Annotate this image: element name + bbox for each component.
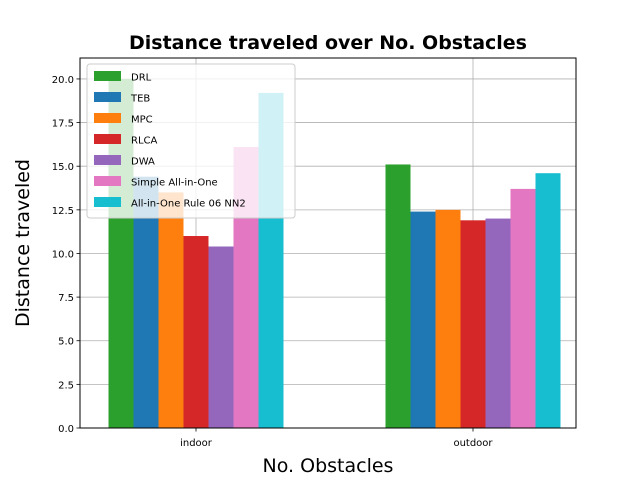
chart-title: Distance traveled over No. Obstacles [129, 32, 527, 54]
legend-swatch [94, 92, 121, 102]
y-tick-label: 10.0 [52, 249, 74, 260]
y-tick-label: 12.5 [52, 206, 74, 217]
bar [460, 220, 486, 428]
bar [535, 173, 561, 428]
x-tick-label: indoor [180, 438, 213, 449]
plot-frame [79, 57, 577, 429]
bar [133, 176, 159, 428]
y-tick-label: 20.0 [52, 75, 74, 86]
y-tick-label: 5.0 [58, 337, 74, 348]
y-tick-label: 15.0 [52, 162, 74, 173]
bar [208, 246, 234, 428]
legend-swatch [94, 71, 121, 81]
legend-label: DWA [131, 157, 155, 168]
bar [485, 218, 511, 428]
x-axis-ticks: indoor outdoor [180, 428, 493, 449]
legend-swatch [94, 134, 121, 144]
legend-label: MPC [131, 115, 153, 126]
y-tick-label: 2.5 [58, 380, 74, 391]
legend-label: RLCA [131, 136, 158, 147]
y-tick-label: 7.5 [58, 293, 74, 304]
legend-box [86, 63, 296, 219]
legend-swatch [94, 155, 121, 165]
bar [410, 211, 436, 428]
y-axis-label: Distance traveled [12, 159, 34, 327]
plot-area: 0.0 2.5 5.0 7.5 10.0 12.5 15.0 17.5 20.0 indoor o… [52, 57, 577, 449]
bars [108, 78, 561, 429]
bar [385, 164, 411, 428]
legend: DRL TEB MPC RLCA DWA Simple All-in-One All-in-… [86, 63, 296, 219]
y-tick-label: 17.5 [52, 119, 74, 130]
legend-label: TEB [130, 94, 150, 105]
bar [183, 236, 209, 428]
legend-swatch [94, 113, 121, 123]
y-axis-ticks: 0.0 2.5 5.0 7.5 10.0 12.5 15.0 17.5 20.0 [52, 75, 80, 435]
x-axis-label: No. Obstacles [263, 455, 394, 477]
bar [158, 192, 184, 428]
bar [510, 188, 536, 428]
legend-label: All-in-One Rule 06 NN2 [131, 199, 246, 210]
legend-label: DRL [131, 73, 152, 84]
legend-swatch [94, 176, 121, 186]
legend-swatch [94, 197, 121, 207]
bar [435, 209, 461, 428]
y-tick-label: 0.0 [58, 424, 74, 435]
x-tick-label: outdoor [453, 438, 493, 449]
legend-label: Simple All-in-One [131, 178, 218, 189]
